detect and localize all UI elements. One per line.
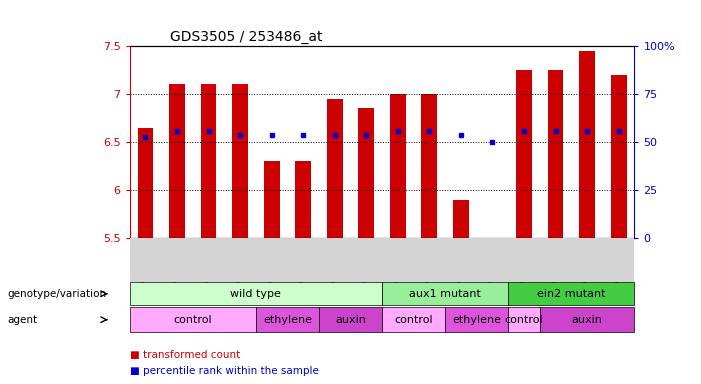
Text: control: control: [173, 314, 212, 325]
Bar: [200, 84, 217, 238]
Bar: [516, 70, 532, 238]
Text: aux1 mutant: aux1 mutant: [409, 289, 481, 299]
Bar: [421, 94, 437, 238]
Text: GDS3505 / 253486_at: GDS3505 / 253486_at: [170, 30, 322, 44]
Text: auxin: auxin: [335, 314, 366, 325]
Text: ethylene: ethylene: [263, 314, 312, 325]
Bar: [390, 94, 406, 238]
Bar: [547, 70, 564, 238]
Text: ■ percentile rank within the sample: ■ percentile rank within the sample: [130, 366, 318, 376]
Text: control: control: [394, 314, 433, 325]
Bar: [169, 84, 185, 238]
Text: agent: agent: [7, 314, 37, 325]
Bar: [264, 161, 280, 238]
Bar: [453, 200, 469, 238]
Bar: [232, 84, 248, 238]
Bar: [579, 51, 595, 238]
Text: auxin: auxin: [571, 314, 603, 325]
Text: control: control: [505, 314, 543, 325]
Text: ethylene: ethylene: [452, 314, 501, 325]
Bar: [295, 161, 311, 238]
Text: genotype/variation: genotype/variation: [7, 289, 106, 299]
Text: ■ transformed count: ■ transformed count: [130, 350, 240, 360]
Bar: [137, 127, 154, 238]
Bar: [327, 99, 343, 238]
Bar: [358, 109, 374, 238]
Bar: [611, 75, 627, 238]
Text: ein2 mutant: ein2 mutant: [537, 289, 606, 299]
Text: wild type: wild type: [231, 289, 281, 299]
